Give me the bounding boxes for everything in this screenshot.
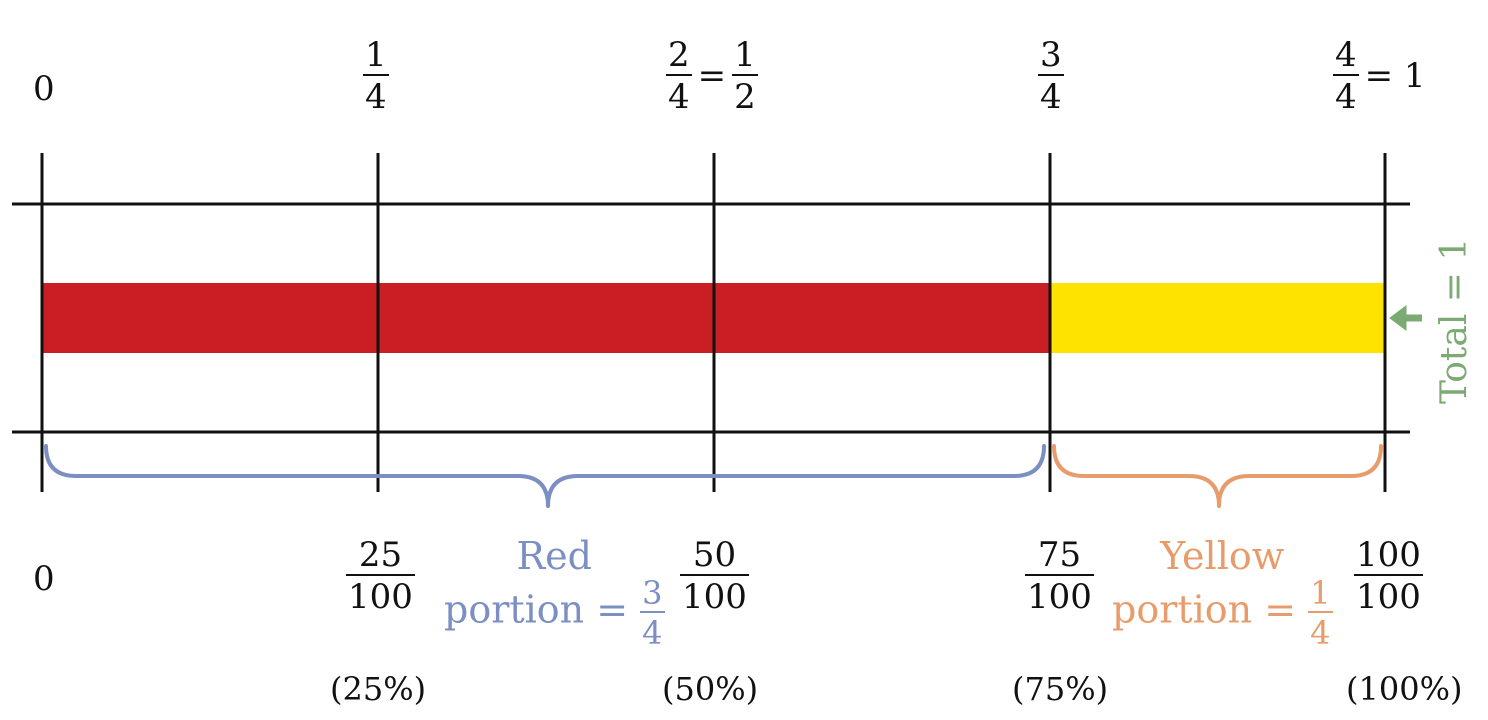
red-portion-brace [44, 444, 1046, 508]
percent-label-100: (100%) [1346, 670, 1463, 708]
red-portion-title: Red [516, 534, 592, 578]
percent-label-25: (25%) [330, 670, 427, 708]
yellow-portion-brace [1052, 444, 1383, 508]
percent-label-50: (50%) [662, 670, 759, 708]
arrow-left-icon [1389, 305, 1422, 331]
top-label-two-quarters-equals-half: 2 4 = 1 2 [666, 35, 758, 117]
bottom-label-75-over-100: 75 100 [1025, 535, 1094, 617]
bottom-label-50-over-100: 50 100 [680, 535, 749, 617]
bottom-label-zero: 0 [33, 559, 55, 599]
yellow-portion-title: Yellow [1160, 534, 1285, 578]
bottom-label-100-over-100: 100 100 [1354, 535, 1423, 617]
bottom-label-25-over-100: 25 100 [346, 535, 415, 617]
yellow-bar [1049, 283, 1385, 353]
red-bar [42, 283, 1050, 353]
total-label: Total = 1 [1434, 237, 1475, 404]
top-label-zero: 0 [33, 69, 55, 109]
top-label-four-quarters-equals-one: 4 4 = 1 [1333, 35, 1426, 117]
percent-label-75: (75%) [1012, 670, 1109, 708]
